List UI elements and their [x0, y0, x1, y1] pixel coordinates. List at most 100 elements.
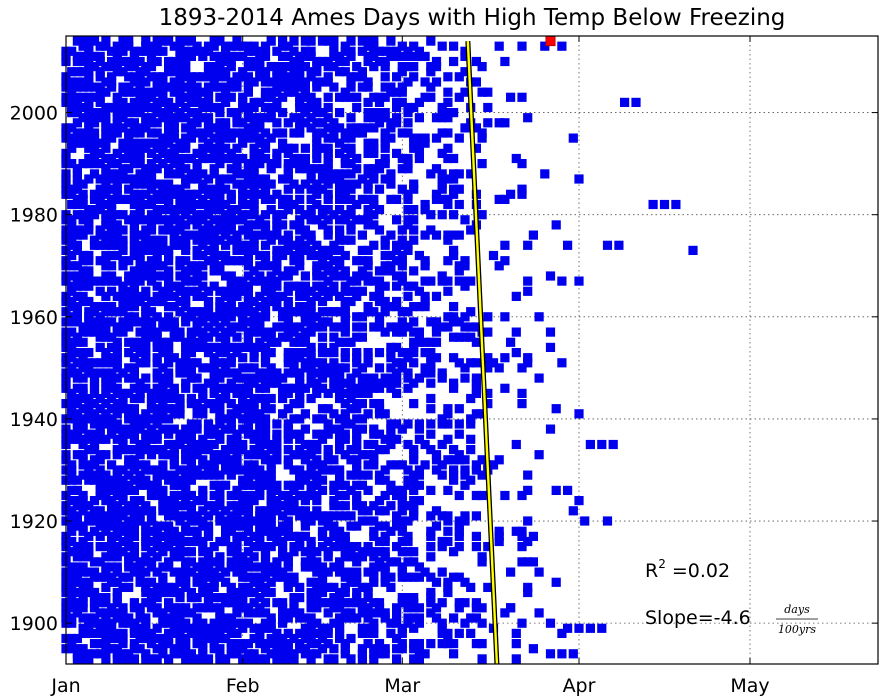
data-point [369, 373, 379, 383]
data-point [84, 143, 94, 153]
data-point [78, 256, 88, 266]
data-point [175, 159, 185, 169]
data-point [226, 587, 236, 598]
data-point [135, 572, 145, 582]
data-point [443, 194, 453, 204]
data-point [437, 169, 447, 179]
data-point [335, 373, 345, 383]
data-point [226, 128, 236, 138]
data-point [146, 220, 157, 230]
data-point [312, 480, 322, 490]
data-point [317, 644, 328, 654]
data-point [232, 113, 242, 123]
data-point [232, 639, 242, 649]
data-point [238, 587, 248, 598]
data-point [323, 455, 333, 465]
r2-value: =0.02 [666, 560, 730, 582]
data-point [340, 608, 350, 618]
data-point [118, 547, 128, 557]
data-point [243, 291, 253, 301]
data-point [169, 62, 179, 72]
data-point [295, 281, 305, 291]
data-point [249, 113, 259, 123]
data-point [84, 118, 94, 128]
data-point [426, 542, 436, 552]
data-point [221, 388, 231, 398]
data-point [192, 342, 202, 352]
data-point [454, 266, 464, 276]
data-point [266, 393, 276, 404]
data-point [352, 72, 362, 82]
data-point [152, 480, 162, 490]
data-point [243, 133, 253, 143]
data-point [78, 501, 88, 511]
data-point [403, 164, 413, 174]
data-point [300, 455, 310, 465]
data-point [95, 113, 105, 123]
data-point [118, 245, 128, 255]
data-point [289, 62, 299, 72]
data-point [483, 353, 493, 363]
data-point [135, 623, 145, 633]
data-point [152, 434, 162, 444]
data-point [312, 582, 322, 592]
data-point [78, 291, 88, 301]
data-point [78, 179, 88, 189]
data-point [317, 169, 328, 179]
data-point [295, 67, 305, 77]
data-point [295, 291, 305, 301]
data-point [95, 649, 105, 659]
data-point [243, 649, 253, 659]
data-point [323, 164, 333, 174]
data-point [363, 41, 373, 51]
data-point [67, 220, 77, 230]
data-point [283, 51, 293, 61]
data-point [283, 445, 293, 455]
data-point [289, 531, 299, 541]
data-point [249, 608, 259, 618]
data-point [374, 649, 385, 659]
data-point [585, 439, 595, 450]
data-point [72, 654, 82, 664]
data-point [89, 439, 100, 450]
data-point [437, 542, 447, 552]
data-point [226, 593, 236, 603]
data-point [192, 271, 202, 281]
data-point [449, 184, 459, 194]
data-point [146, 296, 157, 307]
data-point [107, 276, 117, 286]
data-point [335, 189, 345, 199]
data-point [317, 210, 328, 220]
data-point [266, 516, 276, 526]
data-point [494, 41, 504, 51]
data-point [158, 388, 168, 398]
data-point [545, 649, 556, 659]
data-point [186, 439, 196, 450]
data-point [186, 123, 196, 133]
data-point [272, 256, 282, 266]
data-point [255, 302, 265, 312]
data-point [203, 67, 214, 77]
data-point [255, 409, 265, 419]
data-point [124, 404, 134, 414]
data-point [409, 143, 419, 153]
data-point [243, 286, 253, 296]
data-point [158, 235, 168, 245]
data-point [249, 445, 259, 455]
data-point [249, 102, 259, 113]
data-point [300, 245, 310, 255]
data-point [414, 496, 424, 506]
data-point [112, 373, 122, 383]
data-point [209, 133, 219, 143]
data-point [272, 526, 282, 536]
data-point [272, 639, 282, 649]
data-point [152, 608, 162, 618]
data-point [380, 475, 390, 485]
data-point [181, 511, 191, 521]
data-point [78, 353, 88, 363]
data-point [72, 128, 82, 138]
data-point [386, 526, 396, 536]
data-point [272, 276, 282, 286]
data-point [152, 633, 162, 644]
data-point [323, 194, 333, 204]
